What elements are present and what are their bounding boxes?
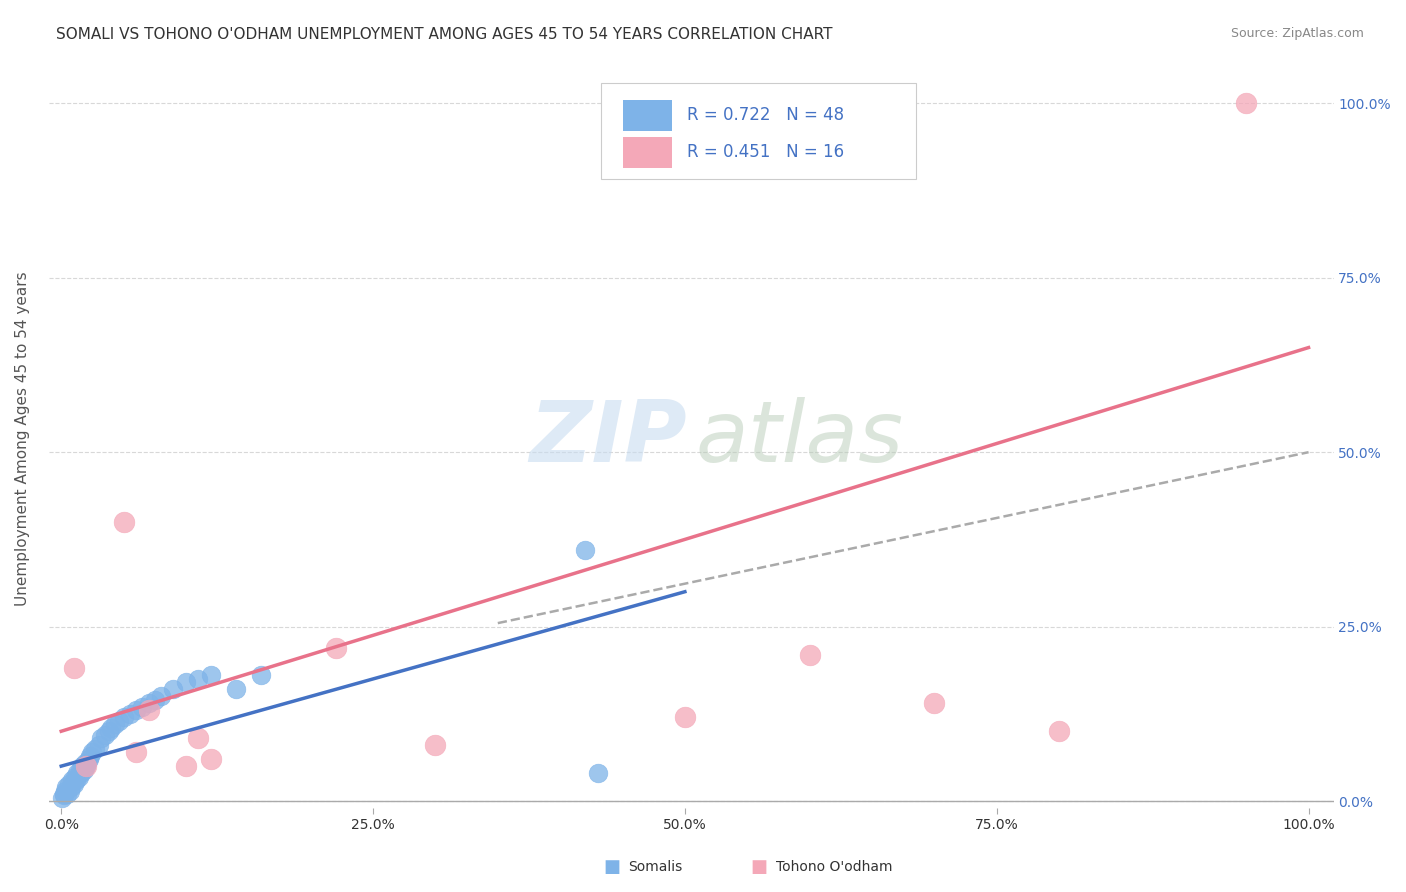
Point xyxy=(72,759,94,773)
Point xyxy=(131,699,153,714)
Point xyxy=(55,780,77,794)
Text: ■: ■ xyxy=(751,858,768,876)
Point xyxy=(187,672,209,686)
Point xyxy=(174,759,197,773)
Point xyxy=(100,721,122,735)
Point xyxy=(59,783,82,797)
Text: R = 0.722   N = 48: R = 0.722 N = 48 xyxy=(688,106,845,124)
Point xyxy=(1234,96,1257,111)
Point xyxy=(112,515,135,529)
Text: Tohono O'odham: Tohono O'odham xyxy=(776,860,893,874)
Point xyxy=(66,766,89,780)
Point xyxy=(67,770,90,784)
Point xyxy=(62,773,84,788)
Point xyxy=(82,745,104,759)
Point xyxy=(60,780,83,794)
Point xyxy=(69,763,91,777)
Point xyxy=(174,675,197,690)
Point xyxy=(87,738,110,752)
Text: atlas: atlas xyxy=(695,397,903,480)
Point xyxy=(187,731,209,746)
Point xyxy=(62,661,84,675)
Point xyxy=(673,710,696,724)
Point xyxy=(799,648,821,662)
Point xyxy=(125,745,148,759)
Text: SOMALI VS TOHONO O'ODHAM UNEMPLOYMENT AMONG AGES 45 TO 54 YEARS CORRELATION CHAR: SOMALI VS TOHONO O'ODHAM UNEMPLOYMENT AM… xyxy=(56,27,832,42)
Point xyxy=(65,773,87,788)
Point xyxy=(586,766,609,780)
Point xyxy=(574,542,596,557)
Point xyxy=(83,741,105,756)
Point xyxy=(52,789,75,803)
Point xyxy=(200,668,222,682)
Point xyxy=(249,668,271,682)
Text: ■: ■ xyxy=(603,858,620,876)
Point xyxy=(138,697,160,711)
Point xyxy=(118,706,141,721)
Bar xyxy=(623,100,672,130)
Point xyxy=(112,710,135,724)
Point xyxy=(70,766,93,780)
Point xyxy=(56,787,79,801)
Point xyxy=(76,756,98,770)
Text: Somalis: Somalis xyxy=(628,860,683,874)
Point xyxy=(225,682,247,697)
Bar xyxy=(623,136,672,168)
Point xyxy=(143,693,166,707)
Point xyxy=(138,703,160,717)
Text: ZIP: ZIP xyxy=(530,397,688,480)
Point xyxy=(162,682,184,697)
Point xyxy=(835,96,858,111)
Point xyxy=(75,759,97,773)
Text: R = 0.451   N = 16: R = 0.451 N = 16 xyxy=(688,143,845,161)
Point xyxy=(150,690,173,704)
Point xyxy=(924,697,946,711)
Point xyxy=(425,738,447,752)
Y-axis label: Unemployment Among Ages 45 to 54 years: Unemployment Among Ages 45 to 54 years xyxy=(15,271,30,606)
Point xyxy=(51,790,73,805)
Point xyxy=(73,756,96,770)
Point xyxy=(58,776,80,790)
Point xyxy=(104,717,127,731)
Point xyxy=(73,763,96,777)
Point xyxy=(94,728,117,742)
Point xyxy=(107,714,129,728)
Point xyxy=(200,752,222,766)
Point xyxy=(79,748,101,763)
Point xyxy=(1047,724,1070,739)
Point xyxy=(325,640,347,655)
Point xyxy=(125,703,148,717)
FancyBboxPatch shape xyxy=(602,83,915,179)
Point xyxy=(77,752,100,766)
Point xyxy=(52,787,75,801)
Text: Source: ZipAtlas.com: Source: ZipAtlas.com xyxy=(1230,27,1364,40)
Point xyxy=(97,724,120,739)
Point xyxy=(53,783,76,797)
Point xyxy=(90,731,112,746)
Point xyxy=(75,759,97,773)
Point xyxy=(62,776,84,790)
Point xyxy=(63,770,86,784)
